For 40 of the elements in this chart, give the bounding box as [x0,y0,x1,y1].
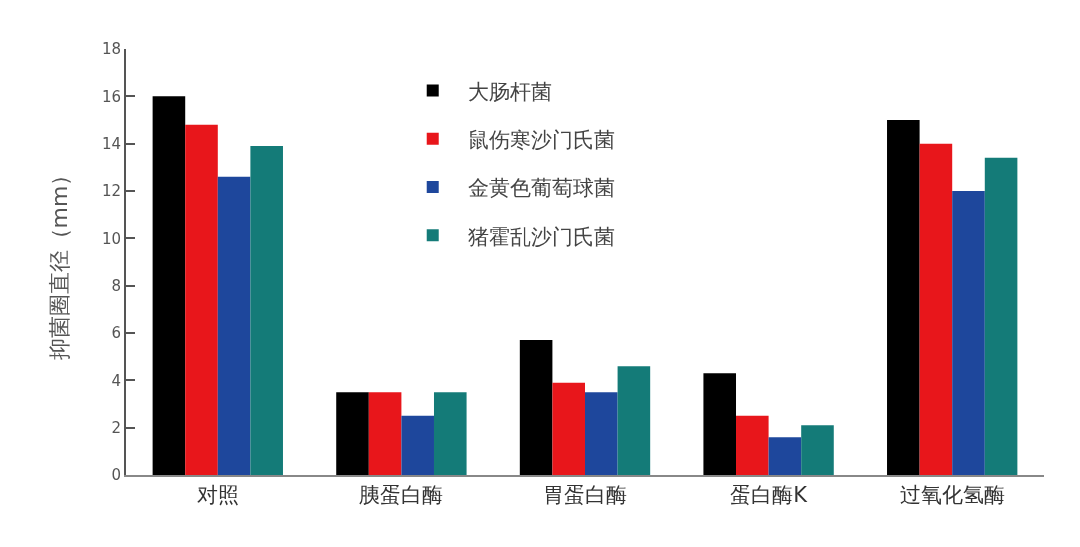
y-tick-label: 6 [111,324,121,343]
y-tick-label: 12 [101,182,121,201]
y-axis-title: 抑菌圈直径（mm） [47,163,73,361]
bar [703,373,737,475]
bar [919,143,953,475]
bar [952,191,985,475]
bar [768,437,802,475]
bar [552,382,585,475]
bar [585,392,618,475]
bar [368,392,402,475]
x-tick-label: 胃蛋白酶 [543,483,627,508]
x-tick-label: 过氧化氢酶 [899,483,1005,508]
legend-label: 金黄色葡萄球菌 [467,176,615,201]
legend-label: 猪霍乱沙门氏菌 [467,224,615,249]
y-tick-label: 14 [101,134,121,153]
y-tick-label: 16 [101,87,121,106]
bar [152,96,186,475]
bar [401,415,434,475]
y-tick-label: 8 [111,276,121,295]
bar [519,340,553,475]
bar [736,415,769,475]
bar [887,120,920,475]
x-tick-label: 对照 [196,483,239,508]
bar [185,124,218,475]
y-tick-label: 4 [111,371,121,390]
x-tick-label: 胰蛋白酶 [359,483,444,508]
bar [617,366,651,475]
bar [984,157,1018,475]
bar [217,176,251,475]
bar [336,392,369,475]
y-tick-label: 0 [111,466,121,485]
legend-label: 鼠伤寒沙门氏菌 [467,127,615,152]
bar [433,392,467,475]
y-tick-label: 10 [101,229,121,248]
x-tick-label: 蛋白酶K [730,483,809,508]
bar [250,146,283,475]
bar [801,425,834,475]
y-tick-label: 18 [101,40,121,59]
legend-label: 大肠杆菌 [467,79,552,104]
y-tick-label: 2 [111,418,121,437]
